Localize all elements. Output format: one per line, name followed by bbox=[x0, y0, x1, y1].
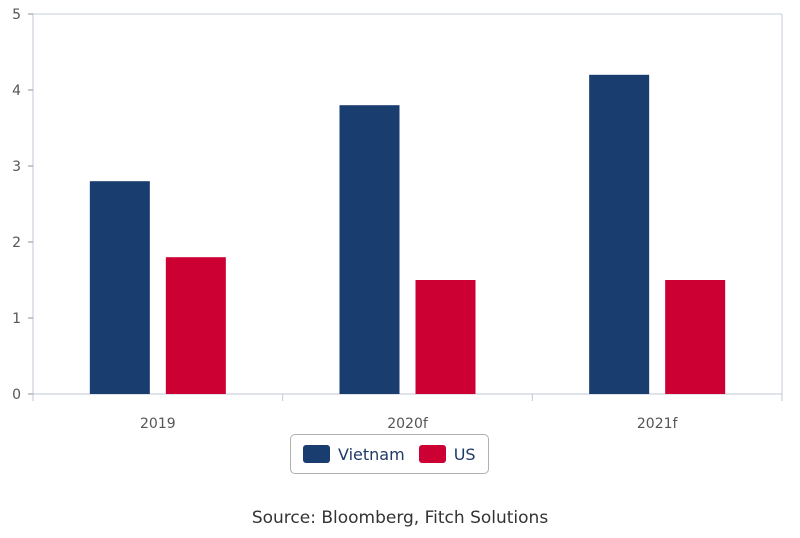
x-tick-label: 2021f bbox=[637, 416, 679, 430]
source-caption: Source: Bloomberg, Fitch Solutions bbox=[251, 508, 549, 528]
y-axis: 0 1 2 3 4 5 bbox=[12, 7, 34, 403]
legend: Vietnam US bbox=[290, 434, 489, 474]
bar-us-2021f[interactable] bbox=[665, 280, 726, 394]
y-tick-label: 2 bbox=[12, 235, 21, 251]
y-tick-label: 0 bbox=[12, 387, 21, 403]
y-tick-label: 5 bbox=[12, 7, 21, 23]
bar-vietnam-2021f[interactable] bbox=[589, 74, 650, 395]
bar-vietnam-2019[interactable] bbox=[89, 181, 150, 394]
legend-swatch-vietnam bbox=[303, 445, 330, 463]
y-tick-label: 4 bbox=[12, 83, 21, 99]
bar-chart: 0 1 2 3 4 5 2019 2020f 2021f bbox=[12, 7, 783, 430]
legend-item-vietnam[interactable]: Vietnam bbox=[303, 445, 405, 464]
bar-vietnam-2020f[interactable] bbox=[339, 105, 400, 394]
x-axis: 2019 2020f 2021f bbox=[32, 393, 783, 430]
bars bbox=[89, 74, 726, 395]
bar-us-2019[interactable] bbox=[165, 257, 226, 394]
legend-label-vietnam: Vietnam bbox=[338, 444, 405, 464]
x-tick-label: 2019 bbox=[140, 416, 176, 430]
legend-item-us[interactable]: US bbox=[418, 444, 476, 464]
legend-label-us: US bbox=[453, 444, 476, 464]
y-tick-label: 3 bbox=[12, 159, 21, 175]
y-tick-label: 1 bbox=[12, 311, 21, 327]
x-tick-label: 2020f bbox=[387, 416, 429, 430]
legend-swatch-us bbox=[418, 445, 446, 463]
bar-us-2020f[interactable] bbox=[415, 280, 476, 394]
plot-frame bbox=[33, 13, 783, 394]
